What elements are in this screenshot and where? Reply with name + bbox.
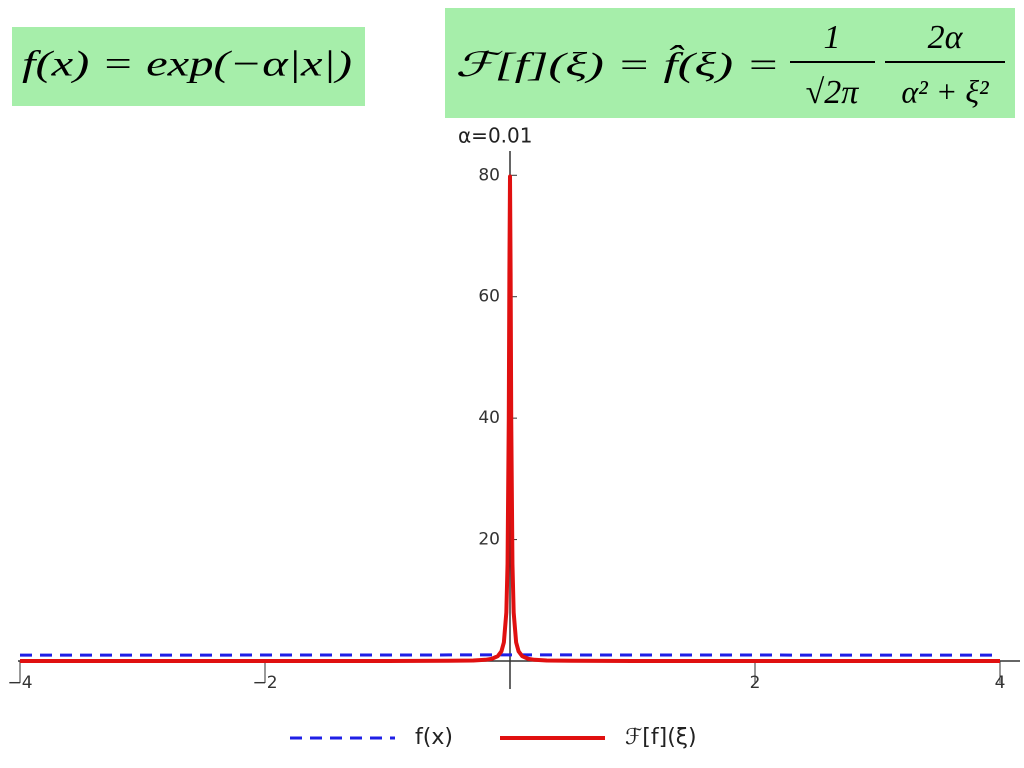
x-tick-label: −2: [252, 673, 277, 693]
x-tick-label: 2: [750, 673, 761, 693]
y-tick-label: 20: [478, 530, 500, 550]
formula: f(x) = exp(−α|x|): [22, 43, 352, 83]
annotation: α=0.01: [458, 124, 532, 148]
x-tick-label: −4: [7, 673, 32, 693]
formula: √2π: [806, 74, 860, 111]
formula: 1: [824, 19, 841, 56]
legend-label: f(x): [415, 725, 453, 750]
formula: ℱ[f](ξ) = f̂(ξ) =: [455, 45, 780, 84]
y-tick-label: 40: [478, 408, 500, 428]
formula: α² + ξ²: [901, 73, 990, 109]
formula: 2α: [928, 19, 964, 56]
legend-label: ℱ[f](ξ): [625, 725, 697, 750]
series-line: [19, 174, 1001, 663]
y-tick-label: 80: [478, 165, 500, 185]
formula-box: [12, 27, 365, 106]
y-tick-label: 60: [478, 287, 500, 307]
x-tick-label: 4: [995, 673, 1006, 693]
